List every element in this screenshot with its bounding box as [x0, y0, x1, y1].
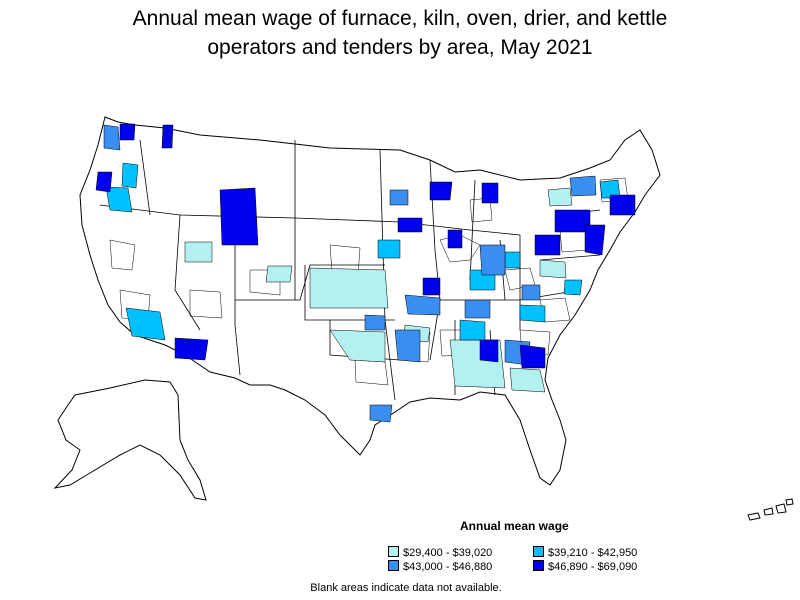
map-title-line2: operators and tenders by area, May 2021	[207, 36, 593, 59]
map-title: Annual mean wage of furnace, kiln, oven,…	[0, 4, 800, 62]
hawaii-outline	[747, 498, 794, 521]
legend-label-tier-1: $29,400 - $39,020	[403, 547, 493, 559]
legend-item-tier-2: $39,210 - $42,950	[533, 546, 637, 560]
legend-label-tier-4: $46,890 - $69,090	[548, 561, 638, 573]
legend-label-tier-3: $43,000 - $46,880	[403, 561, 493, 573]
wage-tier-3-areas	[103, 124, 597, 423]
wage-tier-2-areas	[105, 162, 621, 341]
legend-label-tier-2: $39,210 - $42,950	[548, 547, 638, 559]
footnote: Blank areas indicate data not available.	[310, 582, 502, 594]
legend-swatch-tier-4	[533, 560, 544, 571]
legend-swatch-tier-2	[533, 546, 544, 557]
legend-item-tier-4: $46,890 - $69,090	[533, 560, 637, 574]
legend-title: Annual mean wage	[460, 519, 569, 533]
legend-swatch-tier-3	[388, 560, 399, 571]
legend-item-tier-3: $43,000 - $46,880	[388, 560, 492, 574]
legend-swatch-tier-1	[388, 546, 399, 557]
wage-tier-4-areas	[95, 123, 636, 369]
alaska-outline	[53, 379, 207, 501]
legend-item-tier-1: $29,400 - $39,020	[388, 546, 492, 560]
map-title-line1: Annual mean wage of furnace, kiln, oven,…	[132, 7, 668, 30]
